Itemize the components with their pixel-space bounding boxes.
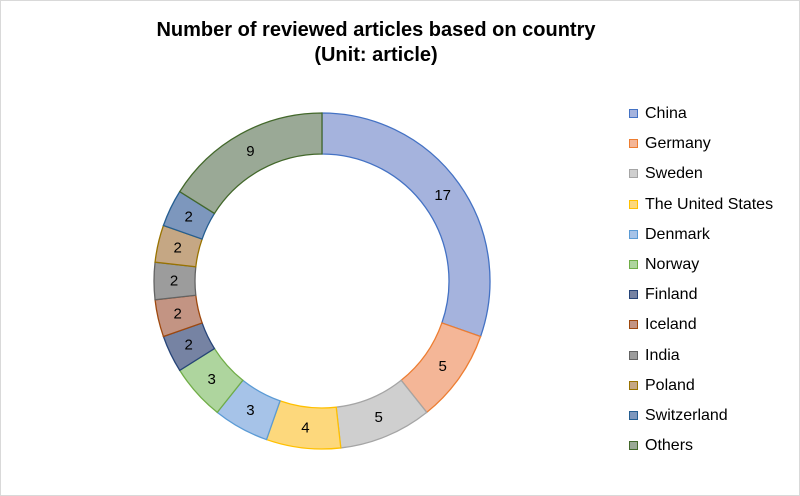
legend-label: Germany: [645, 135, 711, 153]
chart-title: Number of reviewed articles based on cou…: [1, 18, 751, 68]
data-label-finland: 2: [184, 337, 192, 354]
legend-label: Sweden: [645, 165, 703, 183]
slice-others: [178, 112, 323, 215]
legend-swatch: [629, 290, 638, 300]
slice-china: [321, 112, 491, 338]
legend-label: Denmark: [645, 225, 710, 243]
legend-label: China: [645, 105, 687, 122]
legend-swatch: [629, 410, 638, 420]
data-label-china: 17: [434, 187, 451, 204]
data-label-germany: 5: [439, 358, 447, 375]
legend-swatch: [629, 169, 638, 179]
legend-swatch: [629, 259, 638, 269]
legend-swatch: [629, 229, 638, 239]
legend-label: Finland: [645, 286, 698, 304]
legend-swatch: [629, 109, 638, 118]
chart-subtitle: (Unit: article): [314, 44, 438, 66]
legend-swatch: [629, 441, 638, 451]
data-label-denmark: 3: [246, 402, 254, 419]
data-label-poland: 2: [174, 240, 182, 257]
data-label-others: 9: [246, 143, 254, 160]
legend-label: Poland: [645, 376, 695, 394]
data-label-sweden: 5: [374, 409, 382, 426]
data-label-switzerland: 2: [184, 208, 192, 225]
legend-swatch: [629, 350, 638, 360]
legend-swatch: [629, 380, 638, 390]
data-label-india: 2: [170, 273, 178, 290]
data-label-norway: 3: [207, 371, 215, 388]
legend-label: Norway: [645, 255, 700, 273]
legend-swatch: [629, 199, 638, 209]
legend-label: Iceland: [645, 316, 697, 334]
data-label-iceland: 2: [174, 305, 182, 322]
legend-label: India: [645, 346, 680, 364]
legend-label: The United States: [645, 195, 774, 213]
legend-swatch: [629, 320, 638, 330]
legend-label: Switzerland: [645, 406, 728, 424]
legend-swatch: [629, 139, 638, 149]
data-label-the-united-states: 4: [301, 420, 309, 437]
legend-label: Others: [645, 437, 694, 455]
chart-title-main: Number of reviewed articles based on cou…: [156, 19, 596, 41]
